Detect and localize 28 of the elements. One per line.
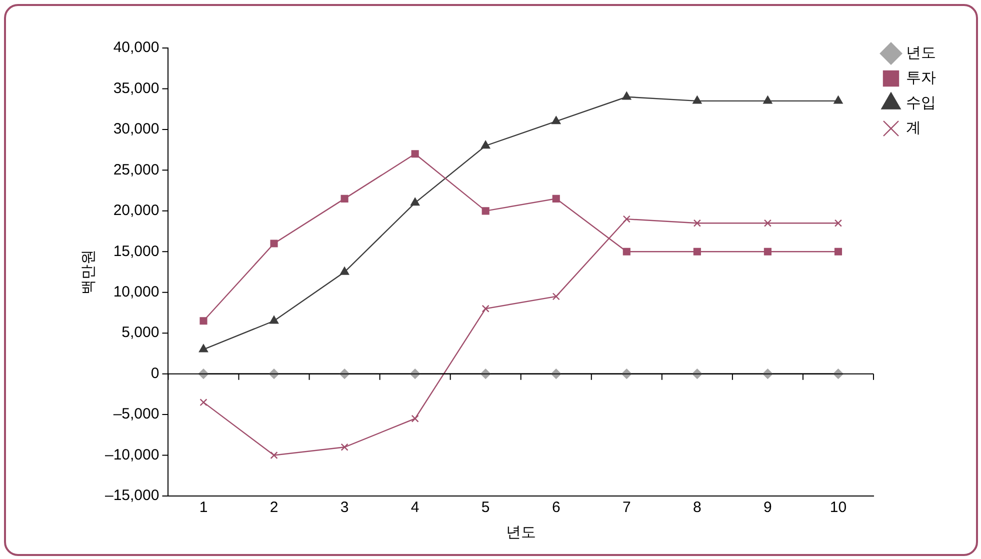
y-tick-label: –15,000: [104, 487, 160, 504]
y-tick-label: –10,000: [104, 446, 160, 464]
y-tick-label: 15,000: [113, 242, 160, 260]
y-tick-label: 20,000: [113, 202, 160, 220]
x-tick-label: 3: [340, 499, 349, 516]
y-tick-label: 40,000: [113, 39, 160, 56]
y-tick-label: 5,000: [122, 324, 160, 342]
x-tick-label: 6: [552, 499, 560, 516]
y-tick-label: 10,000: [113, 284, 160, 301]
y-axis-title: 백만원: [80, 250, 98, 294]
legend-label: 수입: [906, 93, 936, 112]
x-tick-label: 5: [481, 499, 490, 516]
x-tick-label: 7: [622, 499, 631, 516]
x-tick-label: 2: [270, 499, 278, 516]
x-tick-label: 4: [410, 499, 420, 516]
legend-label: 계: [906, 118, 921, 136]
x-tick-label: 1: [199, 499, 208, 516]
x-axis-title: 년도: [506, 524, 536, 542]
y-tick-label: 30,000: [113, 120, 160, 138]
y-tick-label: 25,000: [113, 161, 160, 178]
x-tick-label: 8: [693, 499, 702, 516]
legend-label: 투자: [906, 68, 936, 86]
y-tick-label: –5,000: [113, 406, 160, 423]
y-tick-label: 35,000: [113, 80, 160, 97]
y-tick-label: 0: [150, 364, 160, 382]
x-tick-label: 10: [830, 499, 847, 516]
legend-label: 년도: [906, 43, 936, 62]
x-tick-label: 9: [764, 499, 772, 516]
